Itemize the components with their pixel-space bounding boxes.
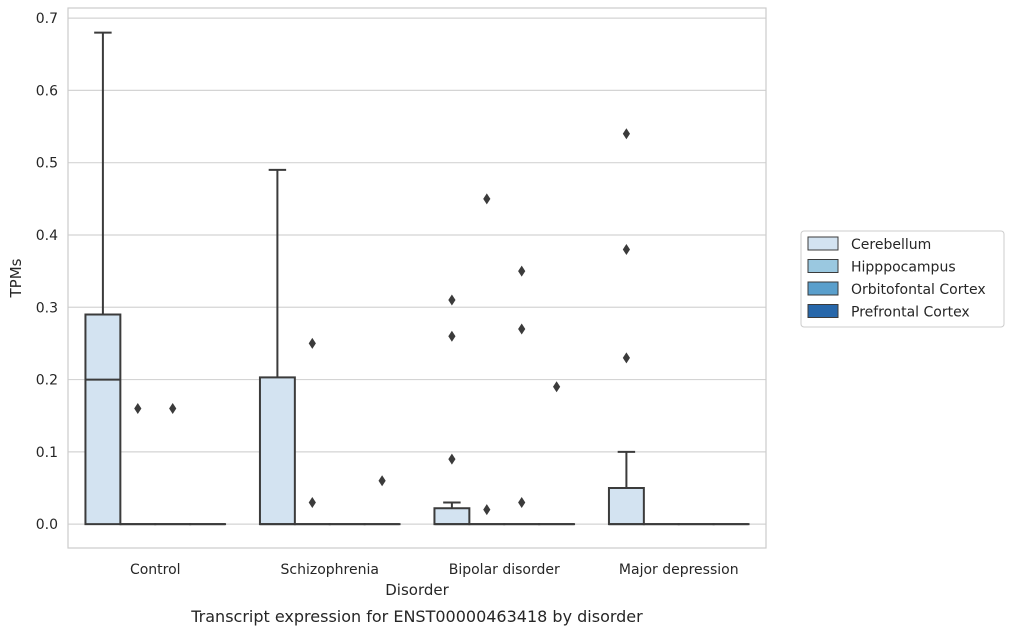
chart-caption: Transcript expression for ENST0000046341… [190,607,643,626]
outlier-points [134,128,630,516]
y-axis-ticks: 0.0 0.1 0.2 0.3 0.4 0.5 0.6 0.7 [36,11,58,533]
legend-label: Hipppocampus [851,260,956,276]
legend-swatch [807,259,839,273]
box [84,313,122,526]
legend-swatch [807,281,839,296]
x-tick-label: Bipolar disorder [449,562,560,578]
outlier-point [308,337,316,349]
outlier-point [448,453,456,465]
box [607,487,645,526]
x-tick-label: Major depression [619,562,739,578]
y-tick-label: 0.1 [36,445,58,461]
grid-lines [68,17,766,525]
outlier-point [553,381,561,393]
y-tick-label: 0.5 [36,156,58,172]
plot-area-frame [67,7,767,549]
outlier-point [134,402,142,414]
outlier-point [448,330,456,342]
x-axis-ticks: Control Schizophrenia Bipolar disorder Majo… [130,562,739,578]
box-series [84,31,750,526]
x-tick-label: Schizophrenia [281,562,379,578]
legend-label: Cerebellum [851,237,931,253]
y-tick-label: 0.2 [36,373,58,389]
outlier-point [483,504,491,516]
y-tick-label: 0.6 [36,83,58,99]
outlier-point [518,265,526,277]
y-tick-label: 0.7 [36,11,58,27]
outlier-point [448,294,456,306]
x-tick-label: Control [130,562,181,578]
box [433,507,471,526]
x-axis-title: Disorder [385,581,449,599]
outlier-point [622,128,630,140]
legend-swatch [807,236,839,251]
outlier-point [622,352,630,364]
box [258,376,296,526]
y-tick-label: 0.3 [36,300,58,316]
legend-frame [800,230,1005,328]
y-tick-label: 0.4 [36,228,58,244]
series-cerebellum [84,31,645,526]
y-tick-label: 0.0 [36,517,58,533]
legend-swatch [807,304,839,318]
outlier-point [518,496,526,508]
outlier-point [622,243,630,255]
legend-label: Prefrontal Cortex [851,305,970,321]
legend-label: Orbitofontal Cortex [851,282,986,298]
legend: Cerebellum Hipppocampus Orbitofontal Corte… [800,230,1005,328]
outlier-point [378,475,386,487]
outlier-point [308,496,316,508]
outlier-point [483,193,491,205]
outlier-point [518,323,526,335]
outlier-point [169,402,177,414]
y-axis-title: TPMs [7,258,25,298]
